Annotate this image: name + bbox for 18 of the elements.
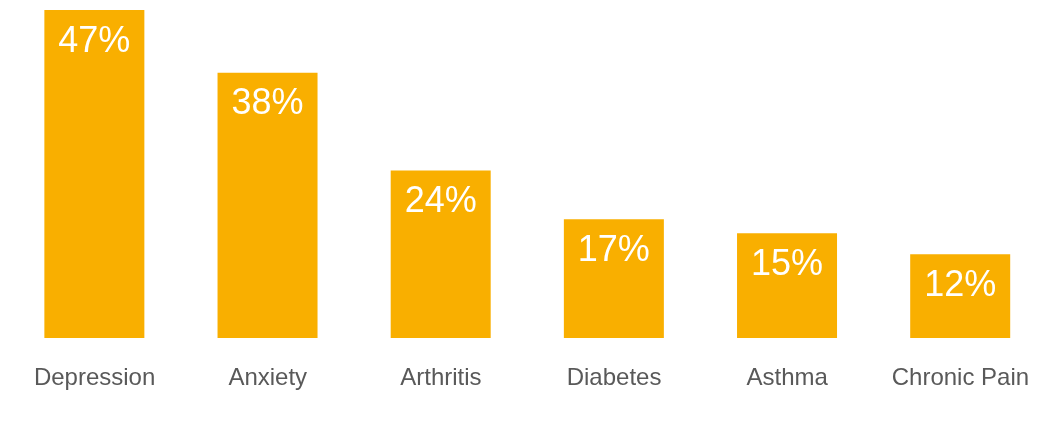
data-label: 12%	[924, 262, 997, 304]
x-tick-label: Depression	[33, 363, 156, 391]
x-tick-label: Anxiety	[228, 363, 308, 391]
data-label: 38%	[231, 81, 304, 123]
bar	[217, 72, 318, 338]
data-label: 17%	[577, 227, 650, 269]
bar	[390, 170, 491, 338]
x-tick-label: Asthma	[746, 363, 829, 391]
x-tick-label: Diabetes	[566, 363, 662, 391]
bar	[563, 219, 664, 338]
data-label: 24%	[404, 179, 477, 221]
bar	[44, 10, 145, 338]
data-label: 47%	[58, 18, 131, 60]
data-label: 15%	[751, 241, 824, 283]
bar	[910, 254, 1011, 338]
bar	[737, 233, 838, 338]
x-tick-label: Arthritis	[400, 363, 482, 391]
x-tick-label: Chronic Pain	[891, 363, 1030, 391]
